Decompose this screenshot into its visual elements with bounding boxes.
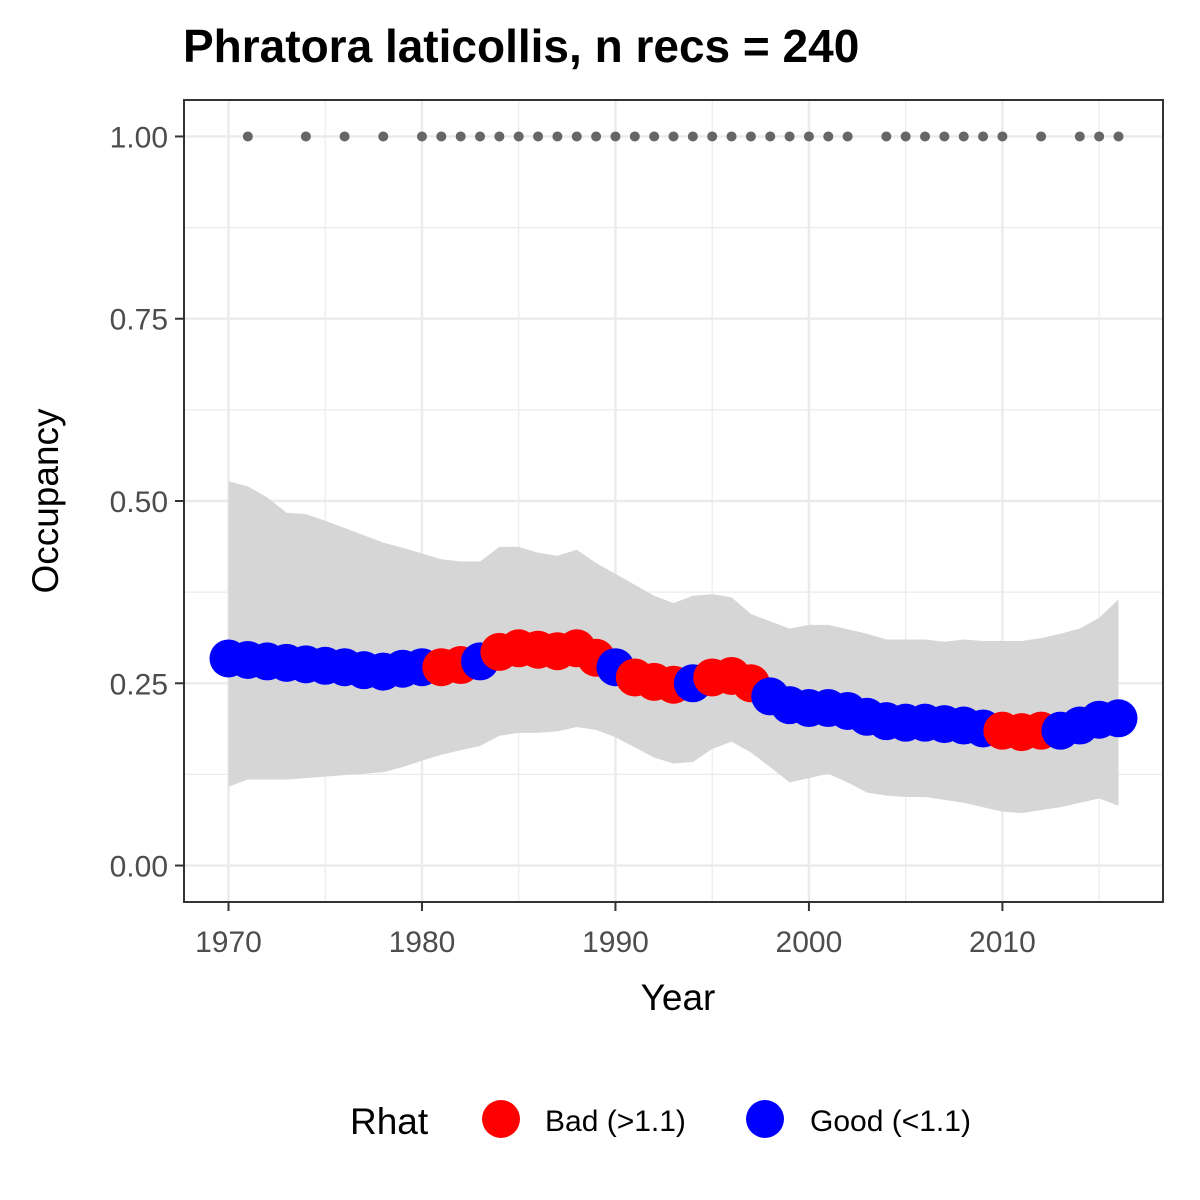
y-axis: 0.00 0.25 0.50 0.75 1.00 (110, 121, 184, 884)
record-point-2012 (1036, 131, 1047, 142)
record-point-2006 (920, 131, 931, 142)
legend-key-bad (482, 1100, 520, 1138)
occupancy-point-2016 (1099, 699, 1138, 738)
record-point-2004 (881, 131, 892, 142)
record-point-2007 (939, 131, 950, 142)
record-point-1994 (687, 131, 698, 142)
record-point-1978 (378, 131, 389, 142)
record-point-1986 (533, 131, 544, 142)
record-point-1988 (571, 131, 582, 142)
legend-key-good (746, 1100, 784, 1138)
record-point-2009 (978, 131, 989, 142)
legend-label-bad: Bad (>1.1) (545, 1105, 686, 1138)
legend-title: Rhat (350, 1101, 429, 1142)
record-point-1981 (436, 131, 447, 142)
record-point-2000 (803, 131, 814, 142)
x-tick-label: 1990 (582, 926, 649, 959)
record-point-2001 (823, 131, 834, 142)
record-point-1999 (784, 131, 795, 142)
x-tick-label: 2010 (969, 926, 1036, 959)
record-point-2005 (900, 131, 911, 142)
y-tick-label: 0.50 (110, 486, 168, 519)
y-tick-label: 0.00 (110, 851, 168, 884)
record-point-1982 (455, 131, 466, 142)
record-point-1992 (649, 131, 660, 142)
record-point-1985 (513, 131, 524, 142)
record-point-1983 (475, 131, 486, 142)
record-point-2016 (1113, 131, 1124, 142)
record-point-1993 (668, 131, 679, 142)
record-point-2014 (1074, 131, 1085, 142)
record-point-1984 (494, 131, 505, 142)
record-point-1997 (745, 131, 756, 142)
record-point-1996 (726, 131, 737, 142)
record-point-1980 (416, 131, 427, 142)
record-point-1998 (765, 131, 776, 142)
record-point-1991 (629, 131, 640, 142)
record-point-2008 (958, 131, 969, 142)
y-axis-title: Occupancy (25, 408, 66, 594)
x-axis: 1970 1980 1990 2000 2010 (195, 902, 1036, 959)
record-point-1987 (552, 131, 563, 142)
y-tick-label: 0.25 (110, 668, 168, 701)
x-axis-title: Year (641, 977, 716, 1018)
record-point-2010 (997, 131, 1008, 142)
record-point-1971 (242, 131, 253, 142)
y-tick-label: 0.75 (110, 304, 168, 337)
y-tick-label: 1.00 (110, 121, 168, 154)
x-tick-label: 1980 (389, 926, 456, 959)
occupancy-points (209, 629, 1138, 752)
legend: Rhat Bad (>1.1) Good (<1.1) (350, 1100, 971, 1142)
record-point-1995 (707, 131, 718, 142)
record-point-1989 (591, 131, 602, 142)
legend-label-good: Good (<1.1) (810, 1105, 971, 1138)
record-point-2002 (842, 131, 853, 142)
chart-title: Phratora laticollis, n recs = 240 (183, 20, 859, 72)
record-point-2015 (1094, 131, 1105, 142)
record-point-1974 (300, 131, 311, 142)
record-points (242, 131, 1124, 142)
record-point-1976 (339, 131, 350, 142)
record-point-1990 (610, 131, 621, 142)
x-tick-label: 1970 (195, 926, 262, 959)
x-tick-label: 2000 (776, 926, 843, 959)
